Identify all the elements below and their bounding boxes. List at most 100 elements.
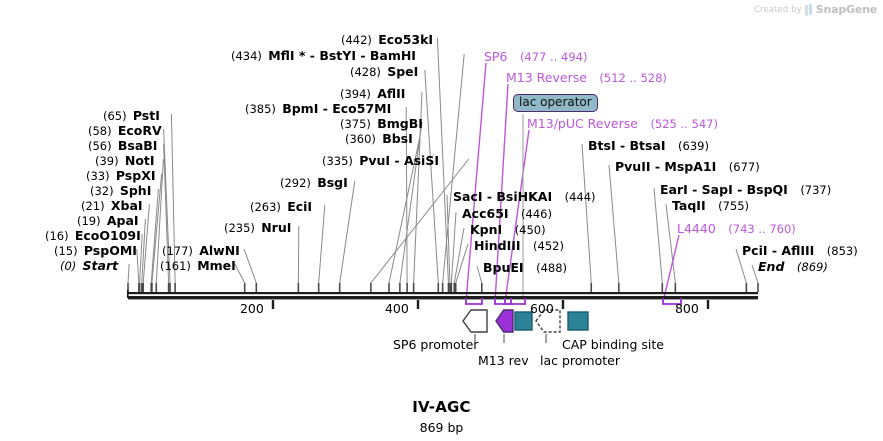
enzyme-name-bpuEI: BpuEI: [483, 260, 524, 275]
primer-brackets[interactable]: [465, 298, 682, 305]
enzyme-name-pvuI: PvuI - AsiSI: [359, 153, 439, 168]
enzyme-name-bbsI: BbsI: [382, 131, 413, 146]
enzyme-label-ecoO109I[interactable]: (16) EcoO109I: [45, 229, 141, 243]
feature-label-m13puc[interactable]: M13/pUC Reverse (525 .. 547): [527, 116, 718, 131]
enzyme-position-apaI: (19): [77, 214, 101, 228]
enzyme-label-ecoRV[interactable]: (58) EcoRV: [88, 123, 162, 138]
enzyme-name-pstI: PstI: [132, 108, 160, 123]
enzyme-label-xbaI[interactable]: (21) XbaI: [81, 199, 143, 213]
sp6-promoter[interactable]: [462, 309, 488, 333]
enzyme-label-eco53kI[interactable]: (442) Eco53kI: [341, 33, 433, 47]
enzyme-name-ecoRV: EcoRV: [117, 123, 162, 138]
enzyme-label-notI[interactable]: (39) NotI: [95, 153, 155, 168]
track-label-cap-binding: CAP binding site: [562, 337, 664, 352]
feature-leader-lines: [474, 334, 547, 343]
enzyme-name-sphI: SphI: [119, 183, 152, 198]
enzyme-label-mflI[interactable]: (434) MflI * - BstYI - BamHI: [231, 48, 416, 63]
enzyme-position-pvuII: (677): [728, 160, 760, 174]
feature-range-m13rev: (512 .. 528): [599, 71, 667, 85]
enzyme-label-bsaBI[interactable]: (56) BsaBI: [88, 139, 157, 153]
enzyme-name-acc65I: Acc65I: [462, 206, 509, 221]
enzyme-position-btsI: (639): [678, 139, 709, 153]
enzyme-position-speI: (428): [350, 65, 381, 79]
enzyme-position-bpuEI: (488): [536, 261, 568, 275]
enzyme-label-pvuI[interactable]: (335) PvuI - AsiSI: [322, 153, 439, 168]
enzyme-position-pciI: (853): [826, 244, 858, 258]
credit-brand: SnapGene: [815, 3, 877, 16]
enzyme-name-apaI: ApaI: [106, 213, 139, 228]
enzyme-label-taqII[interactable]: TaqII (755): [672, 198, 750, 213]
leader-lines: [127, 37, 759, 303]
enzyme-label-start[interactable]: (0) Start: [60, 258, 119, 273]
enzyme-label-end[interactable]: End (869): [758, 260, 828, 274]
m13-rev[interactable]: [495, 309, 514, 333]
feature-name-sp6: SP6: [484, 49, 508, 64]
lac-operator-bx[interactable]: [514, 311, 533, 331]
enzyme-label-hindIII[interactable]: HindIII (452): [474, 239, 564, 253]
enzyme-label-bsgI[interactable]: (292) BsgI: [280, 176, 348, 190]
enzyme-label-btsI[interactable]: BtsI - BtsaI (639): [588, 139, 709, 153]
enzyme-label-pspOMI[interactable]: (15) PspOMI: [54, 243, 137, 258]
enzyme-name-pspOMI: PspOMI: [83, 243, 137, 258]
enzyme-position-ecoO109I: (16): [45, 229, 69, 243]
enzyme-position-taqII: (755): [718, 199, 750, 213]
enzyme-label-acc65I[interactable]: Acc65I (446): [462, 206, 552, 221]
enzyme-position-bbsI: (360): [345, 132, 376, 146]
enzyme-name-start: Start: [82, 258, 119, 273]
feature-label-l4440[interactable]: L4440 (743 .. 760): [677, 222, 796, 236]
ruler-tick-600: 600: [529, 301, 554, 316]
feature-name-m13puc: M13/pUC Reverse: [527, 116, 638, 131]
enzyme-label-sacI[interactable]: SacI - BsiHKAI (444): [453, 190, 596, 204]
enzyme-position-pvuI: (335): [322, 154, 353, 168]
enzyme-label-speI[interactable]: (428) SpeI: [350, 64, 419, 79]
feature-range-l4440: (743 .. 760): [728, 222, 796, 236]
enzyme-name-kpnI: KpnI: [470, 222, 503, 237]
enzyme-label-bmgBI[interactable]: (375) BmgBI: [340, 117, 423, 131]
enzyme-label-pciI[interactable]: PciI - AflIII (853): [742, 244, 858, 258]
m13puc-bracket[interactable]: [504, 298, 526, 305]
enzyme-label-bpuEI[interactable]: BpuEI (488): [483, 260, 568, 275]
ruler-tick-800: 800: [674, 301, 699, 316]
enzyme-label-alwNI[interactable]: (177) AlwNI: [162, 244, 240, 258]
feature-leader-sp6: [465, 62, 487, 303]
enzyme-label-bpmI[interactable]: (385) BpmI - Eco57MI: [245, 102, 391, 116]
enzyme-label-apaI[interactable]: (19) ApaI: [77, 213, 139, 228]
feature-name-m13rev: M13 Reverse: [506, 70, 587, 85]
enzyme-label-eciI[interactable]: (263) EciI: [250, 199, 313, 214]
enzyme-position-xbaI: (21): [81, 199, 105, 213]
enzyme-name-eciI: EciI: [287, 199, 313, 214]
enzyme-label-aflII[interactable]: (394) AflII: [340, 87, 405, 101]
enzyme-name-speI: SpeI: [387, 64, 419, 79]
enzyme-label-mmeI[interactable]: (161) MmeI: [160, 259, 236, 273]
enzyme-label-kpnI[interactable]: KpnI (450): [470, 222, 546, 237]
enzyme-name-notI: NotI: [124, 153, 155, 168]
enzyme-label-sphI[interactable]: (32) SphI: [90, 183, 152, 198]
enzyme-position-pstI: (65): [103, 109, 127, 123]
enzyme-name-taqII: TaqII: [672, 198, 706, 213]
enzyme-position-kpnI: (450): [514, 223, 546, 237]
feature-track[interactable]: [462, 309, 589, 333]
chip-lac-operator[interactable]: lac operator: [513, 94, 598, 112]
lac-promoter[interactable]: [535, 309, 561, 333]
enzyme-position-sphI: (32): [90, 184, 114, 198]
enzyme-label-nruI[interactable]: (235) NruI: [224, 221, 291, 235]
enzyme-position-bsgI: (292): [280, 176, 311, 190]
enzyme-label-pvuII[interactable]: PvuII - MspA1I (677): [615, 160, 760, 174]
enzyme-name-mflI: MflI * - BstYI - BamHI: [268, 48, 416, 63]
enzyme-label-pspXI[interactable]: (33) PspXI: [86, 169, 155, 183]
l4440-bracket[interactable]: [662, 298, 682, 305]
feature-label-sp6[interactable]: SP6 (477 .. 494): [484, 49, 587, 64]
cap-binding[interactable]: [567, 311, 589, 331]
track-label-lac-promoter: lac promoter: [540, 353, 620, 368]
enzyme-label-earI[interactable]: EarI - SapI - BspQI (737): [660, 183, 832, 197]
enzyme-label-bbsI[interactable]: (360) BbsI: [345, 131, 413, 146]
enzyme-position-bsaBI: (56): [88, 139, 112, 153]
enzyme-position-bpmI: (385): [245, 102, 276, 116]
ruler-tick-200: 200: [239, 301, 264, 316]
feature-label-m13rev[interactable]: M13 Reverse (512 .. 528): [506, 70, 667, 85]
enzyme-label-pstI[interactable]: (65) PstI: [103, 108, 160, 123]
enzyme-position-earI: (737): [800, 183, 832, 197]
sp6-bracket[interactable]: [465, 298, 483, 305]
m13rev-bracket[interactable]: [494, 298, 512, 305]
